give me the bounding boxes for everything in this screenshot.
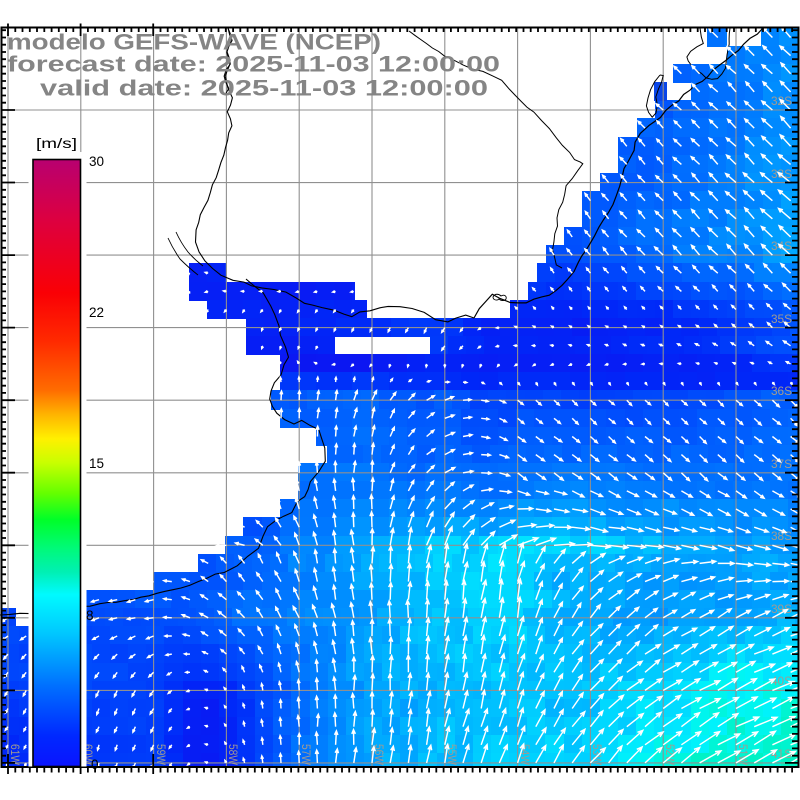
svg-text:35S: 35S — [771, 312, 792, 326]
svg-text:37S: 37S — [771, 457, 792, 471]
svg-text:36S: 36S — [771, 384, 792, 398]
svg-text:52W: 52W — [663, 744, 677, 766]
svg-text:58W: 58W — [226, 744, 240, 766]
svg-text:59W: 59W — [154, 744, 168, 766]
svg-text:valid date: 2025-11-03 12:00:0: valid date: 2025-11-03 12:00:00 — [40, 76, 488, 101]
svg-text:57W: 57W — [299, 744, 313, 766]
svg-text:53W: 53W — [590, 744, 604, 766]
svg-text:15: 15 — [89, 456, 104, 471]
svg-text:8: 8 — [86, 608, 94, 623]
svg-text:39S: 39S — [771, 602, 792, 616]
svg-text:[m/s]: [m/s] — [36, 136, 77, 151]
svg-text:22: 22 — [89, 305, 104, 320]
svg-text:0: 0 — [91, 757, 99, 772]
svg-text:61W: 61W — [8, 744, 22, 766]
svg-text:30: 30 — [89, 154, 104, 169]
svg-text:56W: 56W — [372, 744, 386, 766]
svg-text:modelo GEFS-WAVE (NCEP): modelo GEFS-WAVE (NCEP) — [7, 30, 381, 55]
svg-text:forecast date: 2025-11-03 12:0: forecast date: 2025-11-03 12:00:00 — [7, 52, 500, 77]
